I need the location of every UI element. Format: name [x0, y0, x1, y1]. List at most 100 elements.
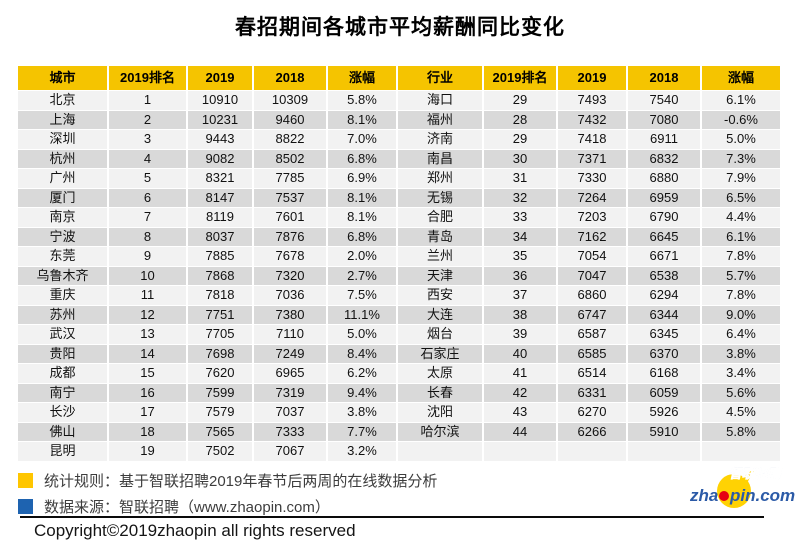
table-cell: 南宁: [18, 383, 107, 402]
table-cell: 9.0%: [702, 305, 780, 324]
table-cell: 40: [484, 344, 556, 363]
table-cell: 6832: [628, 149, 700, 168]
table-cell: 7876: [254, 227, 326, 246]
table-cell: 深圳: [18, 130, 107, 149]
table-cell: 7537: [254, 188, 326, 207]
table-cell: 29: [484, 130, 556, 149]
table-cell: 42: [484, 383, 556, 402]
table-cell: 7333: [254, 422, 326, 441]
column-header: 2019: [188, 66, 252, 90]
table-cell: 5.0%: [702, 130, 780, 149]
table-cell: 44: [484, 422, 556, 441]
column-header: 2019排名: [484, 66, 556, 90]
table-cell: 6059: [628, 383, 700, 402]
table-cell: 重庆: [18, 286, 107, 305]
table-cell: 7885: [188, 247, 252, 266]
table-cell: 7785: [254, 169, 326, 188]
table-cell: [628, 442, 700, 461]
table-cell: 3.8%: [328, 403, 396, 422]
table-cell: 7502: [188, 442, 252, 461]
table-cell: 广州: [18, 169, 107, 188]
table-cell: 沈阳: [398, 403, 482, 422]
table-cell: 13: [109, 325, 186, 344]
table-cell: 6514: [558, 364, 626, 383]
table-cell: 宁波: [18, 227, 107, 246]
table-cell: 烟台: [398, 325, 482, 344]
table-cell: 8.4%: [328, 344, 396, 363]
table-cell: 14: [109, 344, 186, 363]
table-cell: 7540: [628, 91, 700, 110]
table-cell: 5.8%: [328, 91, 396, 110]
table-cell: 8321: [188, 169, 252, 188]
table-cell: 12: [109, 305, 186, 324]
table-cell: 大连: [398, 305, 482, 324]
table-cell: 5926: [628, 403, 700, 422]
table-cell: 28: [484, 110, 556, 129]
table-cell: 7054: [558, 247, 626, 266]
table-cell: 7: [109, 208, 186, 227]
table-cell: 3.8%: [702, 344, 780, 363]
table-cell: [484, 442, 556, 461]
table-cell: 6331: [558, 383, 626, 402]
logo-en-prefix-text: zha: [689, 486, 718, 505]
table-cell: 6880: [628, 169, 700, 188]
table-cell: 7037: [254, 403, 326, 422]
table-cell: 7110: [254, 325, 326, 344]
table-cell: 8037: [188, 227, 252, 246]
table-cell: 7080: [628, 110, 700, 129]
table-cell: 7.3%: [702, 149, 780, 168]
table-cell: 7319: [254, 383, 326, 402]
data-source-note: 数据来源：智联招聘（www.zhaopin.com）: [18, 493, 437, 519]
table-cell: 30: [484, 149, 556, 168]
table-cell: 2.0%: [328, 247, 396, 266]
table-cell: 7599: [188, 383, 252, 402]
table-cell: 福州: [398, 110, 482, 129]
table-cell: 34: [484, 227, 556, 246]
table-cell: [398, 442, 482, 461]
table-cell: [702, 442, 780, 461]
table-cell: 北京: [18, 91, 107, 110]
table-cell: 7371: [558, 149, 626, 168]
table-cell: 2: [109, 110, 186, 129]
table-cell: 石家庄: [398, 344, 482, 363]
table-cell: 7067: [254, 442, 326, 461]
table-cell: 16: [109, 383, 186, 402]
table-cell: 5910: [628, 422, 700, 441]
column-header: 2019排名: [109, 66, 186, 90]
table-cell: 4: [109, 149, 186, 168]
column-header: 城市: [18, 66, 107, 90]
divider-line: [20, 516, 764, 518]
table-cell: 7.0%: [328, 130, 396, 149]
table-cell: 4.4%: [702, 208, 780, 227]
table-cell: 7162: [558, 227, 626, 246]
table-cell: 7.8%: [702, 286, 780, 305]
table-cell: 6.1%: [702, 91, 780, 110]
table-cell: 6585: [558, 344, 626, 363]
yellow-swatch-icon: [18, 472, 33, 488]
table-cell: 乌鲁木齐: [18, 266, 107, 285]
table-cell: 6965: [254, 364, 326, 383]
table-cell: 南昌: [398, 149, 482, 168]
table-cell: 7418: [558, 130, 626, 149]
page-title: 春招期间各城市平均薪酬同比变化: [235, 16, 565, 39]
footer-notes: 统计规则：基于智联招聘2019年春节后两周的在线数据分析 数据来源：智联招聘（w…: [18, 467, 437, 519]
table-cell: 佛山: [18, 422, 107, 441]
table-cell: 31: [484, 169, 556, 188]
table-cell: 7203: [558, 208, 626, 227]
table-cell: 7751: [188, 305, 252, 324]
table-cell: 6344: [628, 305, 700, 324]
table-cell: 6747: [558, 305, 626, 324]
table-cell: 43: [484, 403, 556, 422]
table-cell: 6645: [628, 227, 700, 246]
table-cell: 苏州: [18, 305, 107, 324]
table-cell: 9082: [188, 149, 252, 168]
table-cell: 长沙: [18, 403, 107, 422]
table-cell: 天津: [398, 266, 482, 285]
table-cell: 6671: [628, 247, 700, 266]
table-cell: 6294: [628, 286, 700, 305]
table-header-row: 城市 2019排名 2019 2018 涨幅 行业 2019排名 2019 2018 涨幅: [18, 66, 782, 90]
table-cell: 7705: [188, 325, 252, 344]
table-cell: 8: [109, 227, 186, 246]
table-cell: 6959: [628, 188, 700, 207]
